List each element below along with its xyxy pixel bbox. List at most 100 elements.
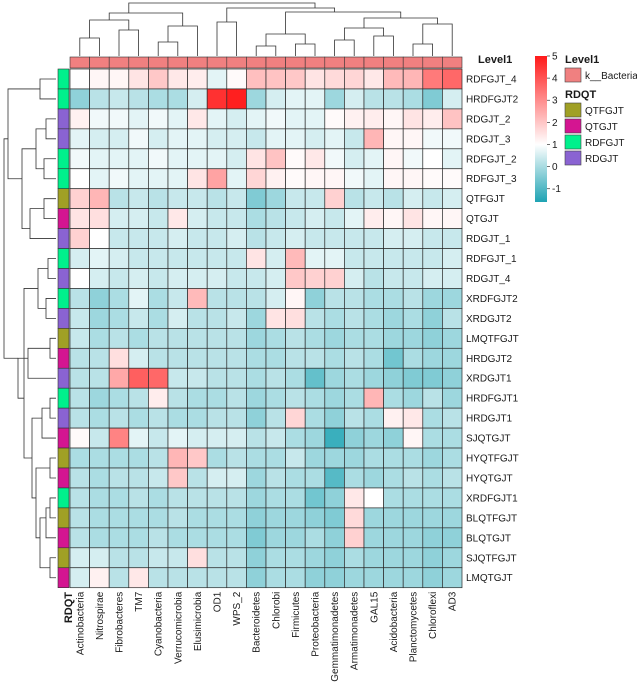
heatmap-cell xyxy=(89,308,110,329)
heatmap-cell xyxy=(187,447,208,469)
column-label: Armatimonadetes xyxy=(350,592,361,670)
column-annotation-cell xyxy=(206,56,228,69)
heatmap-cell xyxy=(246,68,267,90)
heatmap-cell xyxy=(187,268,208,289)
scale-tick-label: 2 xyxy=(552,118,558,129)
heatmap-cell xyxy=(246,148,267,170)
heatmap-cell xyxy=(363,387,384,409)
heatmap-cell xyxy=(383,108,404,130)
row-label: HRDFGJT1 xyxy=(466,394,519,405)
heatmap-cell xyxy=(383,228,404,249)
row-label: RDFGJT_2 xyxy=(466,154,517,165)
dendrogram-branch xyxy=(412,43,433,56)
heatmap-cell xyxy=(422,288,443,309)
heatmap-cell xyxy=(304,487,326,509)
heatmap-cell xyxy=(383,288,404,309)
heatmap-cell xyxy=(108,447,130,469)
heatmap-cell xyxy=(363,328,384,349)
heatmap-cell xyxy=(148,188,169,209)
heatmap-cell xyxy=(422,248,443,269)
dendrogram-branch xyxy=(29,208,56,239)
heatmap-cell xyxy=(265,507,286,529)
heatmap-cell xyxy=(148,88,169,110)
heatmap-cell xyxy=(363,248,384,269)
dendrogram-branch xyxy=(373,35,394,56)
heatmap-cell xyxy=(324,68,345,90)
heatmap-cell xyxy=(383,407,404,429)
heatmap-cell xyxy=(89,447,110,469)
heatmap-cell xyxy=(69,507,90,529)
heatmap-cell xyxy=(383,268,404,289)
heatmap-cell xyxy=(265,108,286,130)
dendrogram-branch xyxy=(17,357,28,399)
heatmap-cell xyxy=(128,487,149,509)
heatmap-cell xyxy=(265,288,286,309)
heatmap-cell xyxy=(285,527,306,549)
heatmap-cell xyxy=(167,487,188,509)
heatmap-cell xyxy=(108,208,130,229)
heatmap-cell xyxy=(148,367,169,389)
row-label: RDFGJT_1 xyxy=(466,254,517,265)
heatmap-cell xyxy=(69,567,90,589)
legend-qtfgjt-swatch xyxy=(564,102,582,118)
heatmap-cell xyxy=(383,367,404,389)
heatmap-cell xyxy=(187,347,208,369)
heatmap-cell xyxy=(167,308,188,329)
heatmap-cell xyxy=(363,268,384,289)
dendrogram-branch xyxy=(45,118,56,140)
dendrogram-branch xyxy=(21,148,36,229)
column-label: GAL15 xyxy=(369,591,380,623)
heatmap-cell xyxy=(324,347,345,369)
row-annotation-cell xyxy=(57,208,70,229)
heatmap-cell xyxy=(187,108,208,130)
heatmap-cell xyxy=(344,288,365,309)
heatmap-cell xyxy=(422,367,443,389)
heatmap-cell xyxy=(206,108,228,130)
heatmap-cell xyxy=(344,88,365,110)
heatmap-cell xyxy=(265,487,286,509)
heatmap-cell xyxy=(383,467,404,489)
heatmap-cell xyxy=(206,228,228,249)
heatmap-cell xyxy=(128,447,149,469)
heatmap-cell xyxy=(304,288,326,309)
column-annotation-cell xyxy=(324,56,345,69)
heatmap-cell xyxy=(69,188,90,209)
heatmap-cell xyxy=(422,567,443,589)
heatmap-cell xyxy=(442,68,463,90)
heatmap-cell xyxy=(206,308,228,329)
heatmap-cell xyxy=(442,427,463,449)
heatmap-cell xyxy=(344,208,365,229)
heatmap-cell xyxy=(304,248,326,269)
heatmap-cell xyxy=(422,467,443,489)
heatmap-cell xyxy=(265,168,286,190)
heatmap-cell xyxy=(285,68,306,90)
heatmap-cell xyxy=(148,427,169,449)
heatmap-cell xyxy=(442,487,463,509)
dendrogram-branch xyxy=(23,288,38,459)
heatmap-cell xyxy=(167,288,188,309)
heatmap-cell xyxy=(148,148,169,170)
heatmap-cell xyxy=(344,547,365,569)
heatmap-cell xyxy=(226,387,247,409)
heatmap-cell xyxy=(167,527,188,549)
heatmap-cell xyxy=(206,188,228,209)
heatmap-cell xyxy=(402,387,424,409)
row-annotation-cell xyxy=(57,108,70,130)
heatmap-cell xyxy=(344,527,365,549)
heatmap-cell xyxy=(128,88,149,110)
heatmap-cell xyxy=(344,487,365,509)
heatmap-cell xyxy=(363,347,384,369)
heatmap-cell xyxy=(246,487,267,509)
heatmap-cell xyxy=(383,208,404,229)
legend-rdqt-title: RDQT xyxy=(565,89,596,101)
heatmap-cell xyxy=(187,248,208,269)
heatmap-cell xyxy=(442,347,463,369)
heatmap-cell xyxy=(344,68,365,90)
heatmap-cell xyxy=(383,328,404,349)
heatmap-cell xyxy=(422,308,443,329)
column-annotation-cell xyxy=(383,56,404,69)
heatmap-cell xyxy=(187,328,208,349)
heatmap-cell xyxy=(69,367,90,389)
column-label: Actinobacteria xyxy=(75,591,86,655)
heatmap-cell xyxy=(324,208,345,229)
